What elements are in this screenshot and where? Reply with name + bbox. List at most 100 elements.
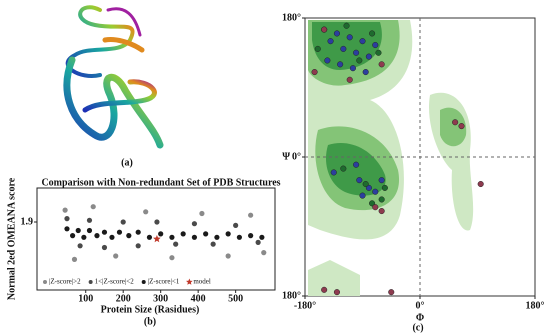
point — [169, 235, 174, 240]
x-tick-label: 200 — [116, 293, 131, 304]
point — [72, 257, 77, 262]
point — [350, 65, 356, 71]
point — [452, 119, 458, 125]
point — [259, 235, 264, 240]
point — [113, 253, 118, 258]
point — [331, 170, 337, 176]
point — [136, 230, 141, 235]
protein-ribbon — [67, 7, 160, 145]
point — [211, 242, 216, 247]
point — [379, 177, 385, 183]
point — [81, 235, 86, 240]
y-tick-label: 180° — [282, 12, 301, 23]
point — [136, 243, 141, 248]
point — [192, 221, 197, 226]
point — [363, 69, 369, 75]
x-tick-label: 500 — [228, 293, 243, 304]
point — [233, 223, 238, 228]
point — [64, 226, 69, 231]
y-tick-label: 1.9 — [21, 216, 34, 227]
y-axis-label: Ψ — [282, 151, 290, 162]
point — [341, 46, 347, 52]
point — [102, 230, 107, 235]
point — [334, 31, 340, 37]
point — [372, 204, 378, 210]
point — [312, 69, 318, 75]
point — [315, 46, 321, 52]
x-tick-label: 0° — [416, 300, 425, 311]
chart-title: Comparison with Non-redundant Set of PDB… — [41, 177, 280, 188]
point — [360, 193, 366, 199]
point — [121, 219, 126, 224]
point — [353, 162, 359, 168]
rama-regions — [305, 18, 535, 296]
point — [78, 243, 83, 248]
figure: (a) Comparison with Non-redundant Set of… — [0, 0, 545, 333]
legend-marker — [142, 280, 146, 284]
point — [64, 216, 69, 221]
point — [382, 185, 388, 191]
point — [181, 231, 186, 236]
point — [87, 228, 92, 233]
x-tick-label: 400 — [191, 293, 206, 304]
point — [248, 233, 253, 238]
x-tick-label: 100 — [78, 293, 93, 304]
legend-label: |Z-score|<1 — [148, 278, 180, 286]
point — [341, 166, 347, 172]
point — [109, 235, 114, 240]
caption: (b) — [144, 316, 156, 327]
caption: (a) — [121, 157, 133, 168]
point — [459, 123, 465, 129]
point — [87, 218, 92, 223]
point — [369, 31, 375, 37]
point — [363, 181, 369, 187]
point — [192, 235, 197, 240]
point — [199, 211, 204, 216]
point — [366, 54, 372, 60]
y-axis-label: Normal 2ed OMEANA score — [6, 177, 17, 300]
y-tick-label: 0° — [292, 151, 301, 162]
point — [357, 177, 363, 183]
caption: (c) — [412, 322, 423, 333]
point — [226, 253, 231, 258]
point — [76, 228, 81, 233]
point — [226, 231, 231, 236]
point — [63, 208, 68, 213]
point — [325, 58, 331, 64]
point — [372, 42, 378, 48]
x-tick-label: 300 — [153, 293, 168, 304]
point — [337, 62, 343, 68]
point — [91, 204, 96, 209]
point — [379, 62, 385, 68]
point — [360, 38, 366, 44]
legend-label: model — [193, 278, 211, 286]
point — [388, 289, 394, 295]
legend-label: 1<|Z-score|<2 — [95, 278, 135, 286]
point — [328, 38, 334, 44]
point — [357, 58, 363, 64]
point — [379, 208, 385, 214]
x-tick-label: 180° — [526, 300, 545, 311]
point — [376, 50, 382, 56]
point — [169, 255, 174, 260]
legend-marker — [43, 280, 47, 284]
point — [261, 250, 266, 255]
point — [143, 209, 148, 214]
point — [334, 289, 340, 295]
point — [117, 230, 122, 235]
point — [214, 235, 219, 240]
point — [344, 23, 350, 29]
point — [321, 287, 327, 293]
y-tick-label: 180° — [282, 290, 301, 301]
point — [154, 219, 159, 224]
legend-label: |Z-score|>2 — [49, 278, 81, 286]
page: {"panel_a": {"caption": "(a)"}, "chart_d… — [0, 0, 545, 333]
point — [248, 213, 253, 218]
point — [94, 233, 99, 238]
x-tick-label: -180° — [294, 300, 316, 311]
point — [158, 231, 163, 236]
point — [347, 77, 353, 83]
point — [173, 242, 178, 247]
point — [353, 50, 359, 56]
point — [102, 245, 107, 250]
